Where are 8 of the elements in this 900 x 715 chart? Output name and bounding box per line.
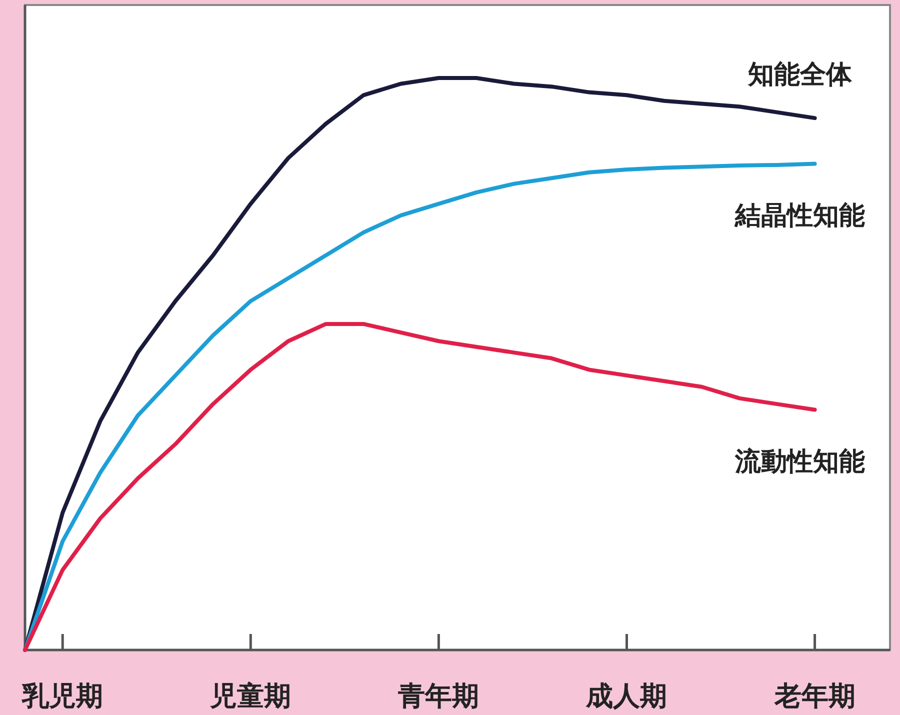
series-label: 知能全体	[746, 60, 853, 90]
x-tick-label: 成人期	[585, 681, 668, 712]
x-tick-label: 児童期	[209, 681, 292, 712]
x-tick-label: 乳児期	[21, 681, 104, 712]
x-tick-label: 青年期	[397, 681, 480, 712]
series-label: 結晶性知能	[734, 200, 865, 231]
x-tick-label: 老年期	[773, 681, 856, 712]
series-label: 流動性知能	[734, 446, 865, 477]
